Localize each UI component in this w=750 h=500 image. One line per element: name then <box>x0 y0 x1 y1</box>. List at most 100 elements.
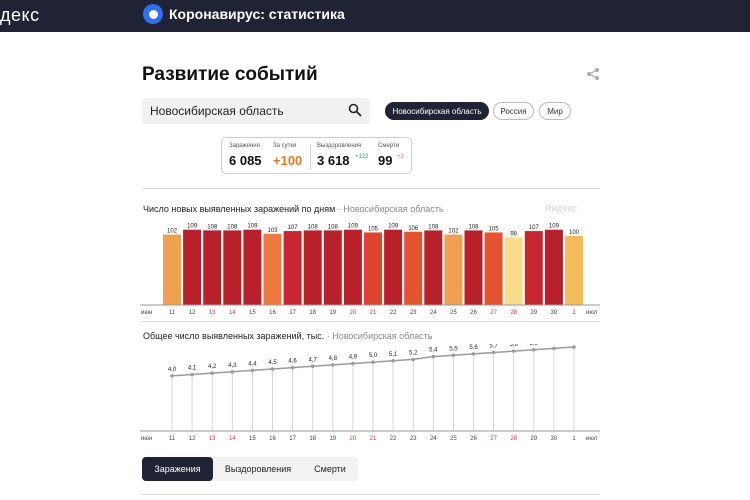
x-tick-label: 15 <box>249 310 256 316</box>
point-value-label: 6,0 <box>550 344 559 345</box>
x-tick-label: 1 <box>572 436 576 442</box>
daily-label: За сутки <box>273 143 297 149</box>
data-point <box>250 368 255 373</box>
x-tick-label: 25 <box>450 436 457 442</box>
bar-value-label: 105 <box>368 226 379 232</box>
x-tick-label: 18 <box>309 310 316 316</box>
bar <box>524 231 543 305</box>
bar-value-label: 102 <box>167 229 178 235</box>
data-point <box>552 346 556 351</box>
x-tick-label: 12 <box>189 310 196 316</box>
pill-world[interactable]: Мир <box>539 102 571 120</box>
data-point <box>451 353 456 358</box>
point-value-label: 5,0 <box>369 353 378 359</box>
x-tick-label: 20 <box>350 436 357 442</box>
app-title[interactable]: Коронавирус: статистика <box>169 6 345 22</box>
x-tick-label: 1 <box>572 310 576 316</box>
x-tick-label: 16 <box>269 310 276 316</box>
x-tick-label: 21 <box>370 310 377 316</box>
point-value-label: 4,5 <box>268 360 277 366</box>
point-value-label: 5,1 <box>389 352 398 358</box>
point-value-label: 5,7 <box>489 344 498 350</box>
data-point <box>310 364 315 369</box>
x-tick-label: 13 <box>209 436 216 442</box>
pill-russia[interactable]: Россия <box>493 102 534 120</box>
x-axis-start-label: июн <box>141 310 152 316</box>
data-point <box>170 374 174 378</box>
stats-divider <box>310 144 311 169</box>
tab-recoveries[interactable]: Выздоровления <box>224 464 292 474</box>
x-tick-label: 19 <box>329 436 336 442</box>
tab-deaths[interactable]: Смерти <box>314 464 346 474</box>
bar <box>243 229 262 305</box>
tab-infections[interactable]: Заражения <box>142 457 213 481</box>
x-tick-label: 29 <box>530 436 537 442</box>
x-tick-label: 12 <box>189 436 196 442</box>
data-point <box>270 367 275 371</box>
x-tick-label: 14 <box>229 436 236 442</box>
bar <box>343 229 362 305</box>
bar <box>384 229 403 305</box>
infections-label: Заражения <box>229 143 260 149</box>
x-axis-end-label: июл <box>586 436 598 442</box>
search-icon[interactable] <box>348 103 362 117</box>
bar-value-label: 109 <box>247 224 258 230</box>
bar <box>404 231 423 305</box>
x-tick-label: 17 <box>289 310 296 316</box>
point-value-label: 4,8 <box>329 356 338 362</box>
x-tick-label: 16 <box>269 436 276 442</box>
yandex-watermark: Яндекс <box>545 203 578 213</box>
bar-value-label: 108 <box>328 224 339 230</box>
point-value-label: 5,4 <box>429 348 438 354</box>
data-point <box>431 354 436 359</box>
data-point <box>491 350 496 355</box>
data-point <box>290 365 295 370</box>
share-icon[interactable] <box>586 67 600 81</box>
bar-value-label: 106 <box>408 226 419 232</box>
bar-value-label: 108 <box>227 224 238 230</box>
bar <box>364 232 382 305</box>
bar <box>263 233 282 305</box>
x-tick-label: 24 <box>430 436 437 442</box>
covid-logo-icon <box>143 4 163 24</box>
x-tick-label: 29 <box>530 310 537 316</box>
point-value-label: 4,1 <box>188 366 197 372</box>
point-value-label: 4,0 <box>168 367 177 373</box>
top-bar: декс Коронавирус: статистика <box>0 0 750 32</box>
x-tick-label: 22 <box>390 436 397 442</box>
region-search-input[interactable]: Новосибирская область <box>142 98 370 124</box>
bar-value-label: 107 <box>529 225 540 231</box>
point-value-label: 4,7 <box>309 357 318 363</box>
bar <box>283 231 302 305</box>
cumulative-infections-line-chart: 4,0 4,1 4,2 4,3 4,4 4,5 4,6 4,7 4,8 4,9 5,0 5,1 5,2 5… <box>140 344 600 442</box>
divider <box>142 494 600 495</box>
bar-value-label: 108 <box>308 224 319 230</box>
point-value-label: 4,3 <box>228 363 237 369</box>
divider <box>142 188 600 189</box>
x-tick-label: 28 <box>510 436 517 442</box>
x-tick-label: 23 <box>410 310 417 316</box>
metric-tabs: Заражения Выздоровления Смерти <box>142 457 358 481</box>
infections-value: 6 085 <box>229 153 262 168</box>
x-tick-label: 22 <box>390 310 397 316</box>
data-point <box>511 349 516 353</box>
bar <box>323 230 342 305</box>
data-point <box>190 372 194 377</box>
bar-value-label: 98 <box>510 231 517 237</box>
divider <box>142 321 600 322</box>
x-tick-label: 15 <box>249 436 256 442</box>
stats-card: Заражения 6 085 За сутки +100 Выздоровле… <box>221 137 412 174</box>
bar <box>544 229 563 305</box>
line-chart-title-text: Общее число выявленных заражений, тыс. <box>143 331 325 341</box>
x-tick-label: 11 <box>169 436 176 442</box>
point-value-label: 4,9 <box>349 355 358 361</box>
data-point <box>331 363 335 367</box>
point-value-label: 4,4 <box>248 361 257 367</box>
x-tick-label: 13 <box>209 310 216 316</box>
x-tick-label: 28 <box>510 310 517 316</box>
pill-novosibirsk[interactable]: Новосибирская область <box>385 102 489 120</box>
x-axis-end-label: июл <box>586 310 598 316</box>
x-tick-label: 17 <box>289 436 296 442</box>
bar-value-label: 103 <box>267 228 278 234</box>
brand-logo[interactable]: декс <box>0 5 40 25</box>
